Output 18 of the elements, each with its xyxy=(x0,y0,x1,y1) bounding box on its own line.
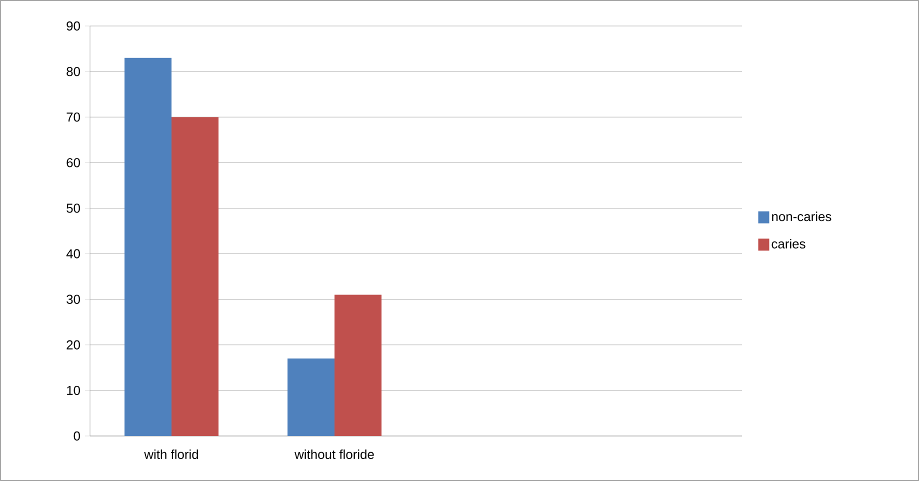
y-tick-label: 80 xyxy=(66,66,80,76)
bar xyxy=(288,358,335,436)
bar xyxy=(124,58,172,436)
y-tick-label: 20 xyxy=(66,340,80,350)
y-tick-label: 70 xyxy=(66,112,80,122)
legend-label: non-caries xyxy=(772,212,832,222)
legend-label: caries xyxy=(772,238,806,248)
y-tick-label: 0 xyxy=(74,431,80,441)
y-tick-label: 60 xyxy=(66,158,80,168)
bar xyxy=(172,117,219,436)
y-tick-label: 30 xyxy=(66,294,80,304)
x-tick-label: without floride xyxy=(294,449,374,460)
y-tick-label: 90 xyxy=(66,21,80,31)
y-tick-label: 10 xyxy=(67,386,80,396)
y-tick-label: 40 xyxy=(66,249,80,258)
y-tick-label: 50 xyxy=(66,204,80,213)
bar xyxy=(334,294,382,436)
x-tick-label: with florid xyxy=(144,449,198,460)
